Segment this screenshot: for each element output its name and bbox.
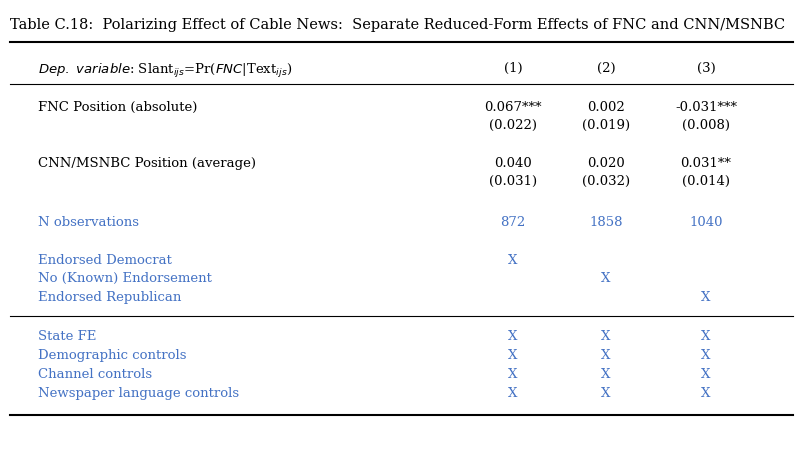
Text: 1858: 1858 <box>589 216 622 229</box>
Text: (0.019): (0.019) <box>581 119 630 132</box>
Text: 0.067***: 0.067*** <box>484 101 541 114</box>
Text: N observations: N observations <box>38 216 139 229</box>
Text: FNC Position (absolute): FNC Position (absolute) <box>38 101 197 114</box>
Text: (0.022): (0.022) <box>488 119 537 132</box>
Text: X: X <box>700 349 710 362</box>
Text: X: X <box>601 368 610 381</box>
Text: 0.031**: 0.031** <box>680 157 731 170</box>
Text: (0.031): (0.031) <box>488 175 537 188</box>
Text: (2): (2) <box>596 62 614 75</box>
Text: 872: 872 <box>500 216 525 229</box>
Text: X: X <box>700 387 710 400</box>
Text: Newspaper language controls: Newspaper language controls <box>38 387 239 400</box>
Text: Channel controls: Channel controls <box>38 368 152 381</box>
Text: 0.040: 0.040 <box>493 157 531 170</box>
Text: X: X <box>508 330 517 343</box>
Text: Endorsed Democrat: Endorsed Democrat <box>38 254 172 267</box>
Text: X: X <box>508 254 517 267</box>
Text: CNN/MSNBC Position (average): CNN/MSNBC Position (average) <box>38 157 256 170</box>
Text: X: X <box>601 387 610 400</box>
Text: X: X <box>508 368 517 381</box>
Text: Table C.18:  Polarizing Effect of Cable News:  Separate Reduced-Form Effects of : Table C.18: Polarizing Effect of Cable N… <box>10 18 784 32</box>
Text: X: X <box>700 291 710 304</box>
Text: Demographic controls: Demographic controls <box>38 349 186 362</box>
Text: 0.020: 0.020 <box>586 157 624 170</box>
Text: X: X <box>601 330 610 343</box>
Text: Endorsed Republican: Endorsed Republican <box>38 291 181 304</box>
Text: -0.031***: -0.031*** <box>674 101 736 114</box>
Text: (1): (1) <box>503 62 521 75</box>
Text: 1040: 1040 <box>688 216 722 229</box>
Text: (0.014): (0.014) <box>681 175 729 188</box>
Text: $\it{Dep.\ variable}$: Slant$_{ijs}$=Pr($\it{FNC}$|Text$_{ijs}$): $\it{Dep.\ variable}$: Slant$_{ijs}$=Pr(… <box>38 62 292 80</box>
Text: X: X <box>508 349 517 362</box>
Text: X: X <box>700 330 710 343</box>
Text: X: X <box>601 272 610 285</box>
Text: X: X <box>601 349 610 362</box>
Text: X: X <box>508 387 517 400</box>
Text: No (Known) Endorsement: No (Known) Endorsement <box>38 272 212 285</box>
Text: State FE: State FE <box>38 330 96 343</box>
Text: (3): (3) <box>696 62 715 75</box>
Text: 0.002: 0.002 <box>586 101 624 114</box>
Text: (0.032): (0.032) <box>581 175 630 188</box>
Text: (0.008): (0.008) <box>681 119 729 132</box>
Text: X: X <box>700 368 710 381</box>
